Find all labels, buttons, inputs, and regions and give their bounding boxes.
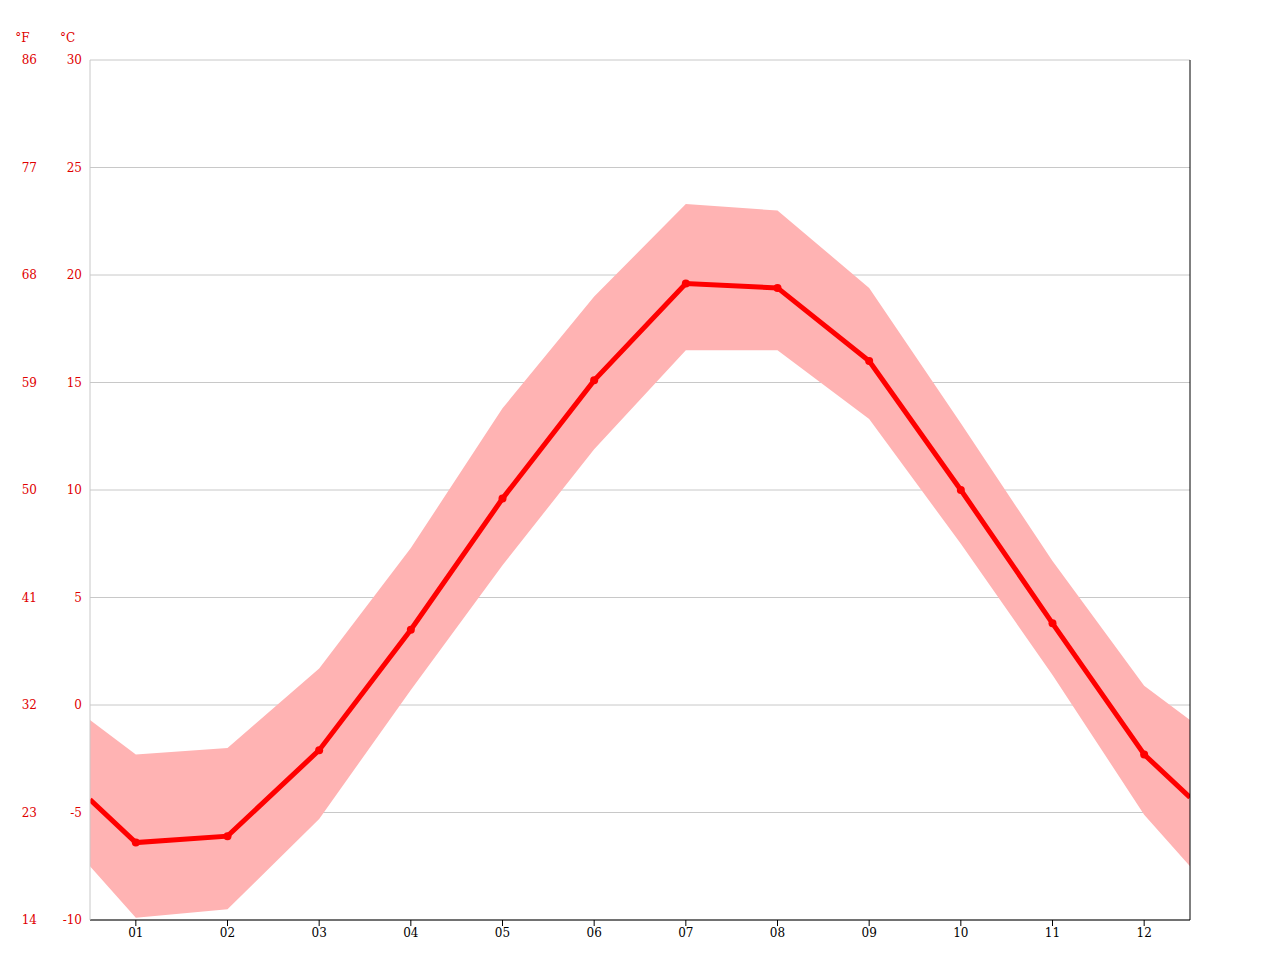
svg-text:09: 09 bbox=[862, 926, 877, 940]
svg-text:86: 86 bbox=[22, 53, 37, 67]
svg-text:05: 05 bbox=[495, 926, 510, 940]
svg-text:11: 11 bbox=[1045, 926, 1060, 940]
svg-text:30: 30 bbox=[67, 53, 82, 67]
svg-text:0: 0 bbox=[74, 698, 82, 712]
svg-text:-10: -10 bbox=[63, 913, 82, 927]
svg-text:04: 04 bbox=[403, 926, 419, 940]
svg-text:41: 41 bbox=[22, 591, 37, 605]
svg-text:5: 5 bbox=[74, 591, 82, 605]
svg-text:03: 03 bbox=[312, 926, 327, 940]
svg-text:25: 25 bbox=[67, 161, 82, 175]
svg-text:07: 07 bbox=[678, 926, 693, 940]
svg-text:10: 10 bbox=[953, 926, 968, 940]
svg-text:14: 14 bbox=[22, 913, 38, 927]
svg-text:20: 20 bbox=[67, 268, 82, 282]
svg-text:15: 15 bbox=[67, 376, 82, 390]
svg-text:01: 01 bbox=[128, 926, 143, 940]
svg-text:-5: -5 bbox=[70, 806, 82, 820]
svg-text:32: 32 bbox=[22, 698, 37, 712]
svg-text:12: 12 bbox=[1137, 926, 1152, 940]
svg-text:23: 23 bbox=[22, 806, 37, 820]
svg-text:77: 77 bbox=[22, 161, 37, 175]
svg-text:68: 68 bbox=[22, 268, 37, 282]
svg-text:50: 50 bbox=[22, 483, 37, 497]
svg-text:10: 10 bbox=[67, 483, 82, 497]
svg-text:°F: °F bbox=[15, 31, 29, 45]
svg-text:08: 08 bbox=[770, 926, 785, 940]
svg-text:59: 59 bbox=[22, 376, 37, 390]
svg-text:02: 02 bbox=[220, 926, 235, 940]
svg-text:°C: °C bbox=[60, 31, 75, 45]
svg-text:06: 06 bbox=[587, 926, 602, 940]
